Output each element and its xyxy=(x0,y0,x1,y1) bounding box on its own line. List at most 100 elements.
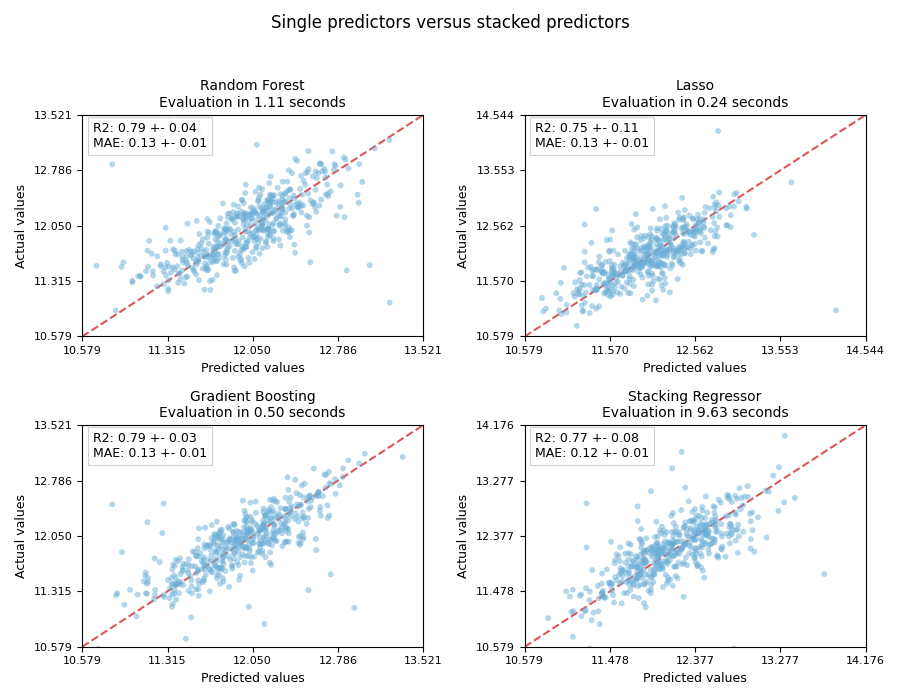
Point xyxy=(688,556,703,568)
Point xyxy=(239,211,254,223)
Point xyxy=(266,518,281,529)
Point xyxy=(238,188,253,199)
Point xyxy=(212,529,226,540)
Point xyxy=(169,579,184,590)
Point xyxy=(301,188,315,199)
Point xyxy=(591,606,606,617)
Point xyxy=(219,228,233,239)
Point xyxy=(263,229,277,240)
Point xyxy=(228,265,242,276)
Point xyxy=(725,524,740,536)
Point xyxy=(290,155,304,167)
Point xyxy=(278,214,293,225)
Point xyxy=(333,202,347,213)
Point xyxy=(300,210,314,221)
Point xyxy=(257,533,272,545)
Point xyxy=(621,287,635,298)
Point xyxy=(646,249,661,260)
Point xyxy=(212,562,226,573)
Point xyxy=(157,498,171,509)
Point xyxy=(579,582,593,594)
Point xyxy=(619,265,634,276)
Point xyxy=(294,207,309,218)
Point xyxy=(595,260,609,271)
Point xyxy=(304,495,319,506)
Point xyxy=(658,272,672,284)
Point xyxy=(698,523,713,534)
Point xyxy=(238,210,252,221)
Point xyxy=(695,551,709,562)
Point xyxy=(210,256,224,267)
Point xyxy=(652,260,666,272)
Point xyxy=(176,559,191,570)
Point xyxy=(621,538,635,549)
Point xyxy=(643,255,657,266)
Point xyxy=(337,152,351,163)
Point xyxy=(274,194,289,205)
Point xyxy=(109,305,123,316)
Point xyxy=(623,579,637,590)
Point xyxy=(238,533,253,544)
Point xyxy=(631,580,645,592)
Point xyxy=(218,223,232,235)
Point xyxy=(664,538,679,550)
Point xyxy=(651,273,665,284)
Point xyxy=(654,544,669,555)
Point xyxy=(233,248,248,260)
Point xyxy=(629,561,643,573)
Point xyxy=(213,238,228,249)
Point xyxy=(728,490,742,501)
Point xyxy=(690,214,705,225)
Point xyxy=(266,218,281,229)
Point xyxy=(731,519,745,531)
Point xyxy=(747,230,761,241)
Point xyxy=(685,239,699,251)
Point xyxy=(280,176,294,187)
Point xyxy=(629,551,643,562)
Point xyxy=(188,561,202,572)
Point xyxy=(667,251,681,262)
Point xyxy=(189,269,203,280)
Point xyxy=(267,494,282,505)
Point xyxy=(197,542,211,554)
Point xyxy=(644,234,659,246)
Point xyxy=(303,490,318,501)
Point xyxy=(295,189,310,200)
Point xyxy=(651,234,665,246)
Point xyxy=(231,542,246,553)
Point xyxy=(686,213,700,224)
Point xyxy=(673,242,688,253)
Point xyxy=(327,164,341,176)
Point xyxy=(250,528,265,540)
Point xyxy=(292,537,306,548)
Point xyxy=(626,281,641,292)
Point xyxy=(645,255,660,266)
Point xyxy=(613,542,627,553)
Point xyxy=(299,167,313,178)
Point xyxy=(626,555,640,566)
Point xyxy=(631,554,645,565)
Point xyxy=(191,247,205,258)
Point xyxy=(657,525,671,536)
Point xyxy=(615,281,629,293)
Point xyxy=(602,578,616,589)
Point xyxy=(623,270,637,281)
Point xyxy=(221,223,236,235)
Point xyxy=(640,258,654,269)
Point xyxy=(696,519,710,531)
Point xyxy=(206,249,220,260)
Point xyxy=(701,525,716,536)
Point xyxy=(635,272,650,283)
Point xyxy=(257,537,272,548)
Point xyxy=(286,210,301,221)
Point xyxy=(256,522,271,533)
Point xyxy=(227,226,241,237)
Point xyxy=(653,262,668,273)
Point xyxy=(656,547,670,559)
Point xyxy=(239,529,254,540)
Point xyxy=(202,238,216,249)
Point xyxy=(269,536,284,547)
Point xyxy=(579,605,593,616)
Point xyxy=(230,239,245,250)
Point xyxy=(691,528,706,539)
